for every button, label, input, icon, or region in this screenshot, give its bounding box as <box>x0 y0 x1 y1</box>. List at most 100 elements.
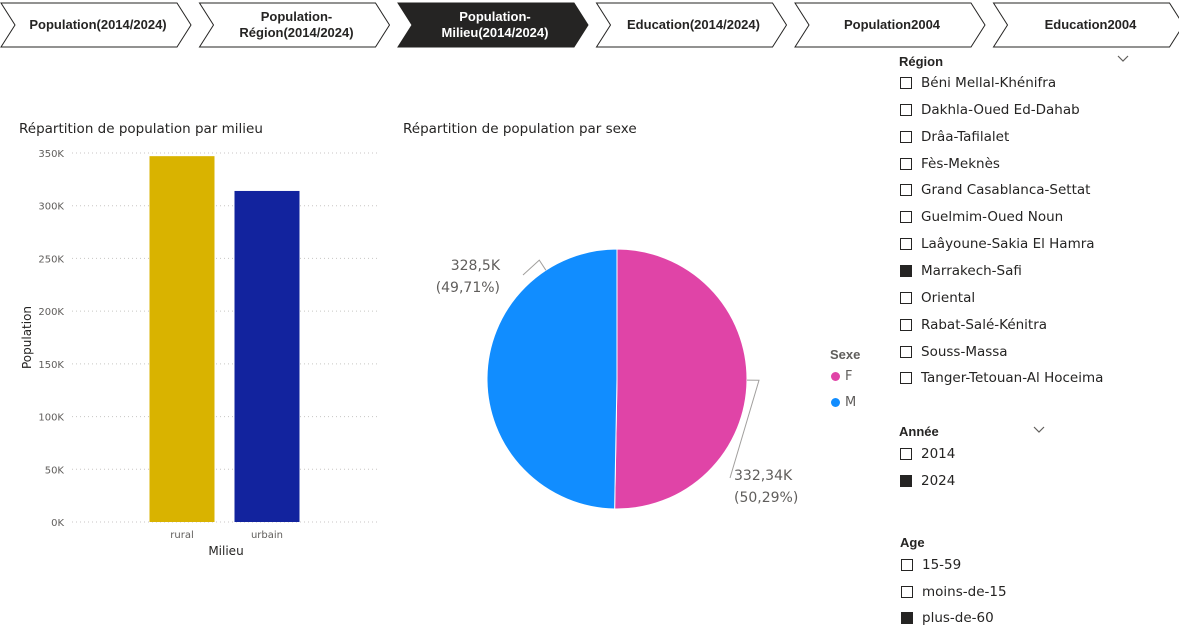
checkbox[interactable] <box>901 585 913 598</box>
region-option[interactable]: Marrakech-Safi <box>900 261 1022 281</box>
annee-option-label: 2024 <box>921 472 956 489</box>
x-tick-label: rural <box>170 530 193 541</box>
chevron-down-icon[interactable] <box>1033 426 1045 434</box>
y-tick-label: 300K <box>38 202 64 213</box>
region-option[interactable]: Oriental <box>900 288 975 308</box>
tab-shapes <box>0 2 1179 48</box>
checkbox[interactable] <box>900 130 912 143</box>
checkbox[interactable] <box>901 559 913 571</box>
annee-option-label: 2014 <box>921 446 956 462</box>
region-option[interactable]: Tanger-Tetouan-Al Hoceima <box>900 368 1103 388</box>
region-option-label: Souss-Massa <box>921 343 1008 360</box>
region-option[interactable]: Laâyoune-Sakia El Hamra <box>900 234 1095 254</box>
region-option-label: Béni Mellal-Khénifra <box>921 75 1057 91</box>
annee-slicer-header: Année <box>899 424 939 439</box>
age-slicer-header: Age <box>900 535 925 550</box>
pie-data-label-value: 328,5K <box>451 258 501 274</box>
y-tick-label: 150K <box>38 360 64 371</box>
leader-line <box>522 259 547 276</box>
region-option[interactable]: Drâa-Tafilalet <box>900 127 1009 147</box>
leader-line <box>729 379 760 479</box>
checkbox[interactable] <box>900 184 912 197</box>
y-tick-label: 100K <box>38 413 64 424</box>
region-slicer-header: Région <box>899 54 944 69</box>
pie-data-label-percent: (50,29%) <box>734 490 798 506</box>
x-tick-label: urbain <box>251 530 283 541</box>
pie-data-label-percent: (49,71%) <box>436 280 500 296</box>
region-option[interactable]: Fès-Meknès <box>900 154 1000 174</box>
age-option-label: moins-de-15 <box>922 583 1007 600</box>
tab-shape <box>794 2 986 48</box>
checkbox[interactable] <box>901 612 913 624</box>
checkbox[interactable] <box>900 77 912 89</box>
checkbox[interactable] <box>900 103 912 116</box>
bar-urbain[interactable] <box>234 190 300 522</box>
pie-slice-F[interactable] <box>614 248 748 510</box>
region-option[interactable]: Grand Casablanca-Settat <box>900 180 1090 200</box>
tab-2[interactable]: Population- Région(2014/2024) <box>239 9 354 40</box>
tab-shape <box>397 2 589 48</box>
checkbox[interactable] <box>900 372 912 385</box>
region-option-label: Tanger-Tetouan-Al Hoceima <box>921 370 1104 387</box>
tab-shape <box>198 2 391 48</box>
legend-item-m[interactable]: M <box>831 395 856 410</box>
region-option[interactable]: Souss-Massa <box>900 342 1008 362</box>
region-option-label: Rabat-Salé-Kénitra <box>921 316 1048 333</box>
legend-marker <box>831 372 840 381</box>
checkbox[interactable] <box>900 291 912 304</box>
region-option-label: Drâa-Tafilalet <box>921 128 1010 145</box>
y-axis-title: Population <box>20 306 34 369</box>
pie-data-label-value: 332,34K <box>734 468 793 484</box>
region-option[interactable]: Dakhla-Oued Ed-Dahab <box>900 100 1080 120</box>
annee-option[interactable]: 2014 <box>900 444 955 464</box>
region-option-label: Fès-Meknès <box>921 155 1000 172</box>
checkbox[interactable] <box>900 318 912 331</box>
y-tick-label: 200K <box>38 307 64 318</box>
chevron-down-icon[interactable] <box>1117 55 1129 63</box>
age-option-label: 15-59 <box>922 557 962 573</box>
annee-option[interactable]: 2024 <box>900 471 955 491</box>
tab-4[interactable]: Education(2014/2024) <box>627 17 760 32</box>
bar-chart: 0K 50K 100K 150K 200K 250K 300K 350K rural urbain… <box>20 149 380 558</box>
tab-1[interactable]: Population(2014/2024) <box>29 17 167 32</box>
tab-shape <box>0 2 192 48</box>
region-option[interactable]: Rabat-Salé-Kénitra <box>900 315 1047 335</box>
age-option[interactable]: plus-de-60 <box>901 608 994 628</box>
pie-chart: 332,34K (50,29%) 328,5K (49,71%) <box>436 248 798 510</box>
pie-chart-title: Répartition de population par sexe <box>403 121 637 137</box>
checkbox[interactable] <box>900 157 912 170</box>
y-tick-label: 0K <box>51 518 64 529</box>
y-tick-label: 50K <box>45 465 65 476</box>
region-option-label: Marrakech-Safi <box>921 262 1022 279</box>
tab-shape <box>992 2 1179 48</box>
tab-shape <box>595 2 788 48</box>
age-option[interactable]: 15-59 <box>901 555 961 575</box>
y-tick-label: 350K <box>38 149 64 160</box>
checkbox[interactable] <box>900 345 912 358</box>
checkbox[interactable] <box>900 211 912 224</box>
tab-6[interactable]: Education2004 <box>1044 17 1137 32</box>
region-option-label: Dakhla-Oued Ed-Dahab <box>921 101 1080 118</box>
x-axis-title: Milieu <box>208 544 243 558</box>
legend-title: Sexe <box>830 347 861 362</box>
checkbox[interactable] <box>900 448 912 460</box>
tab-3[interactable]: Population- Milieu(2014/2024) <box>441 9 549 40</box>
page-navigator: Population(2014/2024) Population- Région(… <box>0 0 1179 50</box>
checkbox[interactable] <box>900 474 912 487</box>
age-option[interactable]: moins-de-15 <box>901 582 1007 602</box>
region-option-label: Grand Casablanca-Settat <box>921 182 1091 199</box>
region-option[interactable]: Guelmim-Oued Noun <box>900 207 1063 227</box>
region-option[interactable]: Béni Mellal-Khénifra <box>900 73 1056 93</box>
pie-slice-M[interactable] <box>486 248 618 510</box>
checkbox[interactable] <box>900 238 912 251</box>
legend-item-f[interactable]: F <box>831 369 852 384</box>
region-option-label: Guelmim-Oued Noun <box>921 209 1064 226</box>
age-option-label: plus-de-60 <box>922 610 994 626</box>
checkbox[interactable] <box>900 264 912 277</box>
region-option-label: Laâyoune-Sakia El Hamra <box>921 236 1095 253</box>
y-tick-label: 250K <box>38 254 64 265</box>
bar-rural[interactable] <box>149 156 215 523</box>
legend-marker <box>831 398 840 407</box>
legend-label: F <box>845 369 853 384</box>
tab-5[interactable]: Population2004 <box>843 17 941 32</box>
